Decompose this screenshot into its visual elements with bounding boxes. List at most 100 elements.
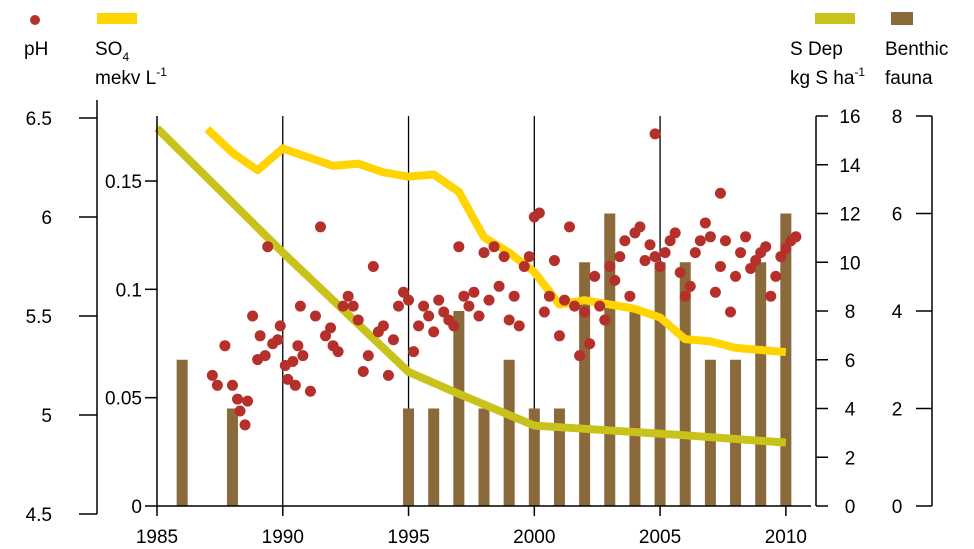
ph-point [538, 306, 550, 318]
ph-point [357, 365, 369, 377]
ph-point [294, 300, 306, 312]
ph-point [398, 286, 410, 298]
ph-tick-label-4.5: 4.5 [26, 505, 52, 526]
ph-point [699, 217, 711, 229]
ph-point [574, 350, 586, 362]
so4-tick-label-0.1: 0.1 [116, 280, 142, 301]
benthic-tick-label-6: 6 [892, 205, 903, 226]
ph-point [790, 231, 802, 243]
sdep-tick-label-14: 14 [839, 156, 861, 177]
legend-sdep-unit: kg S ha-1 [790, 65, 865, 89]
ph-point [362, 350, 374, 362]
ph-point [609, 274, 621, 286]
ph-point [513, 320, 525, 332]
benthic-bar-2005 [654, 262, 666, 506]
ph-tick-label-6.5: 6.5 [26, 109, 52, 130]
ph-point [669, 227, 681, 239]
legend-sdep-swatch [815, 13, 855, 24]
ph-point [413, 320, 425, 332]
ph-point [760, 241, 772, 253]
ph-point [320, 330, 332, 342]
ph-point [719, 235, 731, 247]
ph-point [309, 310, 321, 322]
benthic-tick-label-4: 4 [892, 302, 903, 323]
ph-point [483, 294, 495, 306]
benthic-bar-2006 [679, 262, 691, 506]
ph-point [649, 251, 661, 263]
ph-tick-label-6: 6 [41, 208, 52, 229]
ph-point [282, 373, 294, 385]
benthic-bar-1999 [503, 359, 515, 506]
ph-point [659, 247, 671, 259]
ph-point [564, 221, 576, 233]
ph-point [523, 251, 535, 263]
ph-point [725, 306, 737, 318]
ph-point [403, 294, 415, 306]
ph-point [423, 310, 435, 322]
ph-point [352, 314, 364, 326]
ph-point [730, 270, 742, 282]
benthic-bar-2003 [604, 213, 616, 506]
legend-sdep-label: S Dep [790, 39, 843, 60]
x-tick-label-1985: 1985 [136, 527, 178, 548]
legend-benthic-label2: fauna [885, 68, 933, 89]
legend-benthic-label: Benthic [885, 39, 948, 60]
benthic-bar-1988 [226, 408, 238, 506]
ph-point [543, 290, 555, 302]
sdep-tick-label-4: 4 [845, 400, 856, 421]
ph-point [518, 261, 530, 272]
ph-point [765, 290, 777, 302]
ph-point [287, 356, 299, 368]
ph-point [689, 247, 701, 259]
ph-point [714, 187, 726, 199]
ph-point [775, 251, 787, 263]
sdep-tick-label-8: 8 [845, 302, 856, 323]
ph-point [428, 326, 440, 338]
ph-point [488, 241, 500, 253]
ph-point [463, 300, 475, 312]
ph-point [770, 270, 782, 282]
ph-point [619, 235, 631, 247]
ph-point [262, 241, 274, 253]
ph-point [206, 369, 218, 381]
ph-point [579, 306, 591, 318]
ph-point [679, 290, 691, 302]
s-deposition-series [154, 125, 787, 447]
sdep-tick-label-12: 12 [839, 205, 860, 226]
ph-point [589, 270, 601, 282]
ph-point [709, 286, 721, 298]
legend: pH SO4 mekv L-1 S Dep kg S ha-1 Benthic … [24, 12, 948, 89]
ph-point [387, 334, 399, 346]
ph-point [231, 393, 243, 405]
benthic-bar-2004 [629, 311, 641, 506]
ph-point [448, 320, 460, 332]
ph-point [654, 261, 666, 272]
ph-point [624, 290, 636, 302]
sdep-tick-label-16: 16 [839, 107, 860, 128]
legend-so4-swatch [97, 13, 137, 24]
x-tick-label-2005: 2005 [639, 527, 681, 548]
ph-point [750, 255, 762, 267]
ph-point [493, 280, 505, 292]
ph-point [211, 379, 223, 391]
benthic-bar-2009 [755, 262, 767, 506]
x-tick-label-1995: 1995 [387, 527, 429, 548]
ph-point [594, 300, 606, 312]
legend-ph-marker [30, 15, 40, 25]
ph-point [558, 294, 570, 306]
benthic-tick-label-2: 2 [892, 400, 903, 421]
ph-point [473, 310, 485, 322]
ph-point [684, 280, 696, 292]
ph-point [247, 310, 259, 322]
legend-ph-label: pH [24, 39, 48, 60]
ph-point [315, 221, 326, 233]
ph-point [367, 261, 379, 272]
ph-point [503, 314, 515, 326]
ph-point [745, 262, 757, 274]
ph-point [332, 346, 344, 358]
sdep-tick-label-2: 2 [845, 448, 856, 469]
legend-so4-unit: mekv L-1 [95, 65, 167, 89]
ph-point [740, 231, 752, 243]
sdep-tick-label-6: 6 [845, 351, 856, 372]
